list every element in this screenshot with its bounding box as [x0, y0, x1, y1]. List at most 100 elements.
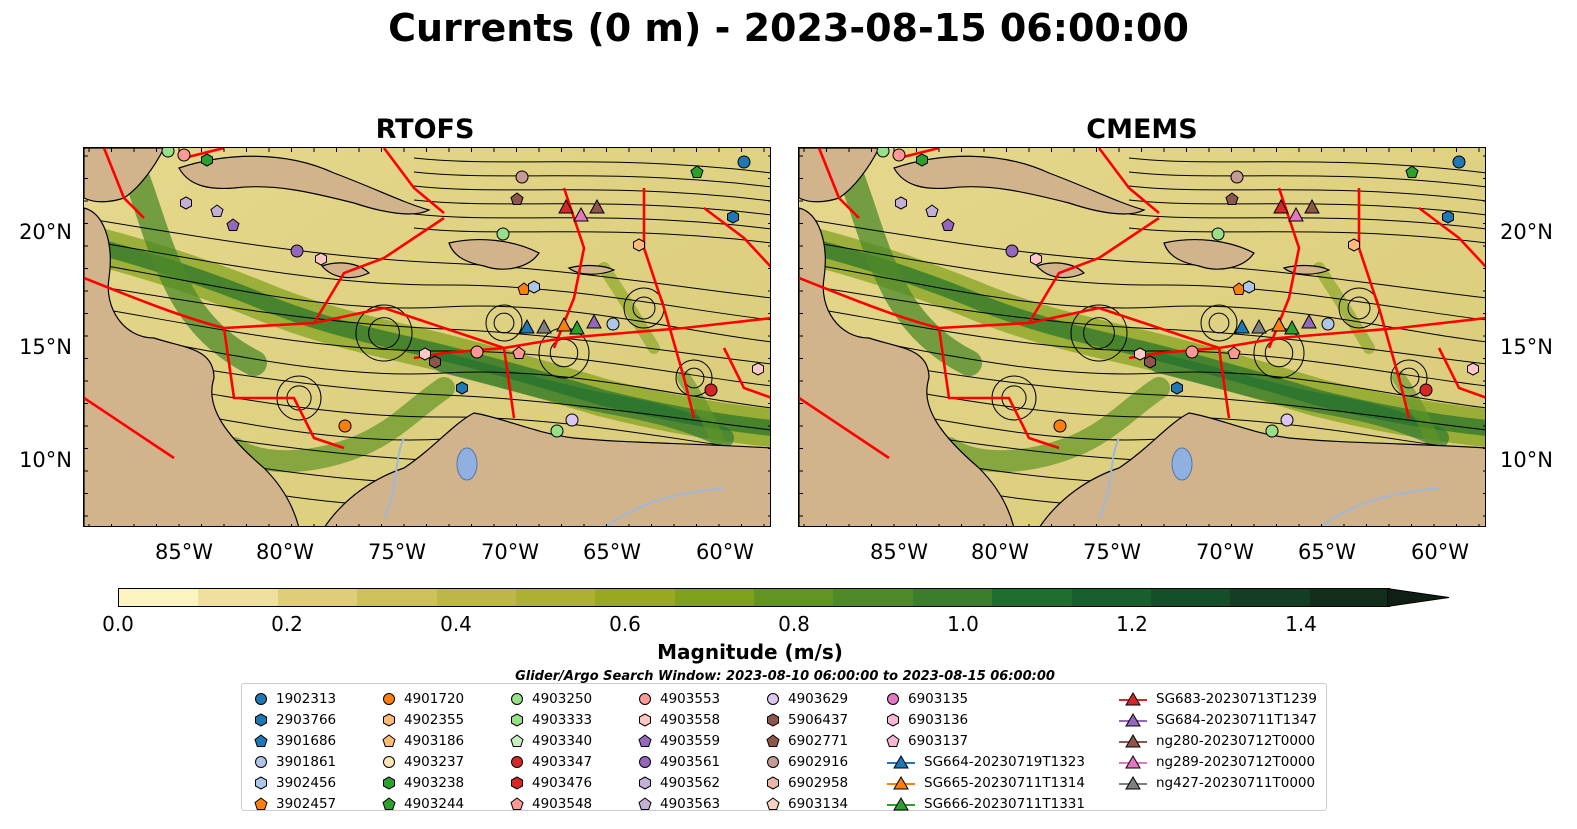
legend-item-label: 4903476: [532, 774, 593, 791]
legend-marker-icon: [510, 733, 524, 747]
colorbar-segment: [357, 589, 437, 606]
legend-item: 3902457: [254, 793, 336, 814]
glider-marker: [1288, 206, 1304, 222]
panel-title-rtofs: RTOFS: [375, 114, 475, 145]
legend-item: 4901720: [382, 688, 464, 709]
legend-item: 4902355: [382, 709, 464, 730]
argo-float-marker: [1211, 227, 1225, 241]
legend-column: SG683-20230713T1239 SG684-20230711T1347 ng…: [1118, 688, 1317, 793]
legend-marker-icon: [766, 796, 780, 810]
argo-float-marker: [925, 204, 939, 217]
colorbar-segment: [515, 589, 596, 606]
river: [605, 487, 725, 526]
argo-float-marker: [180, 196, 192, 210]
legend-item-label: 6903137: [908, 732, 969, 749]
eddy-streamline: [675, 359, 713, 397]
legend-item: 4903250: [510, 688, 592, 709]
legend-item: 4903553: [638, 688, 720, 709]
argo-float-marker: [1265, 424, 1279, 438]
eddy-streamline: [485, 304, 523, 342]
colorbar-segment: [595, 589, 675, 606]
colorbar-tick-label: 0.0: [102, 612, 134, 636]
legend-item: SG665-20230711T1314: [886, 772, 1085, 793]
legend-marker-icon: [511, 712, 523, 727]
current-map-rtofs: [84, 148, 770, 526]
legend-item-label: ng427-20230711T0000: [1156, 774, 1316, 791]
legend-item-label: SG665-20230711T1314: [924, 774, 1085, 791]
map-panel-cmems: [798, 147, 1486, 527]
colorbar: [118, 588, 1390, 607]
legend-marker-icon: [383, 712, 395, 727]
legend-marker-icon: [1119, 691, 1147, 705]
colorbar-segment: [198, 589, 278, 606]
argo-float-marker: [916, 153, 928, 167]
eddy-streamline: [1200, 304, 1238, 342]
argo-float-marker: [290, 244, 304, 258]
colorbar-label: Magnitude (m/s): [657, 640, 843, 664]
legend-column: 4901720 4902355 4903186 4903237 4903238 49032…: [382, 688, 464, 814]
argo-float-marker: [1419, 383, 1433, 397]
argo-float-marker: [1230, 170, 1244, 184]
argo-float-marker: [1452, 155, 1466, 169]
current-jet: [938, 377, 1170, 473]
argo-float-marker: [1321, 317, 1335, 331]
argo-float-marker: [606, 317, 620, 331]
argo-float-marker: [1280, 413, 1294, 427]
legend-item-label: 4903250: [532, 690, 593, 707]
glider-marker: [1304, 198, 1320, 214]
colorbar-tick-label: 1.4: [1285, 612, 1317, 636]
argo-float-marker: [1171, 381, 1183, 395]
legend-marker-icon: [767, 755, 779, 768]
eddy-streamline: [1083, 317, 1115, 349]
legend-item: 5906437: [766, 709, 848, 730]
lon-tick-label: 65°W: [583, 540, 641, 564]
argo-float-marker: [633, 238, 645, 252]
legend-item: 1902313: [254, 688, 336, 709]
legend-marker-icon: [255, 775, 267, 790]
legend-column: 4903629 5906437 6902771 6902916 6902958 69031…: [766, 688, 848, 814]
legend-item: 4903562: [638, 772, 720, 793]
lake: [1171, 447, 1193, 481]
legend-marker-icon: [510, 796, 524, 810]
legend-item: ng289-20230712T0000: [1118, 751, 1317, 772]
legend-item-label: 6903136: [908, 711, 969, 728]
legend-item: 6902958: [766, 772, 848, 793]
colorbar-segment: [436, 589, 516, 606]
eddy-streamline: [1390, 359, 1428, 397]
legend-marker-icon: [639, 692, 651, 705]
legend-marker-icon: [1119, 775, 1147, 789]
argo-float-marker: [470, 345, 484, 359]
argo-float-marker: [496, 227, 510, 241]
legend-marker-icon: [639, 712, 651, 727]
legend-item: 6902771: [766, 730, 848, 751]
glider-marker: [569, 319, 585, 335]
legend-marker-icon: [639, 755, 651, 768]
glider-marker: [1273, 198, 1289, 214]
legend-marker-icon: [383, 775, 395, 790]
glider-marker: [1301, 313, 1317, 329]
legend-item: 4903629: [766, 688, 848, 709]
legend-marker-icon: [382, 796, 396, 810]
legend-item-label: SG684-20230711T1347: [1156, 711, 1317, 728]
colorbar-segment: [674, 589, 754, 606]
legend-marker-icon: [639, 775, 651, 790]
legend-item-label: ng280-20230712T0000: [1156, 732, 1316, 749]
legend-marker-icon: [1119, 712, 1147, 726]
legend-item-label: 1902313: [276, 690, 337, 707]
legend-item-label: 4903629: [788, 690, 849, 707]
colorbar-segment: [1150, 589, 1231, 606]
glider-marker: [573, 206, 589, 222]
legend-item: 6903135: [886, 688, 1085, 709]
legend-marker-icon: [254, 796, 268, 810]
eddy-streamline: [493, 312, 515, 334]
argo-float-marker: [177, 148, 191, 162]
legend-marker-icon: [638, 796, 652, 810]
legend-title: Glider/Argo Search Window: 2023-08-10 06…: [515, 669, 1055, 684]
argo-float-marker: [338, 419, 352, 433]
legend-item: 3902456: [254, 772, 336, 793]
current-jet: [1313, 262, 1375, 354]
legend-item: 6902916: [766, 751, 848, 772]
colorbar-tick-label: 1.2: [1116, 612, 1148, 636]
frame-ticks: [84, 148, 770, 526]
legend-item: 6903134: [766, 793, 848, 814]
